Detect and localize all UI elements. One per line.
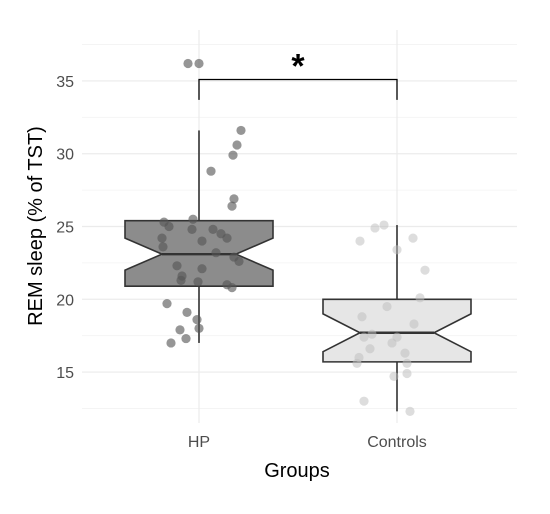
data-point	[359, 396, 369, 406]
data-point	[400, 348, 410, 358]
box-hp	[124, 130, 274, 343]
significance-bracket: *	[198, 47, 398, 100]
data-point	[193, 277, 203, 287]
data-point	[197, 236, 207, 246]
data-point	[232, 140, 242, 150]
data-point	[176, 275, 186, 285]
data-point	[382, 301, 392, 312]
data-point	[187, 224, 197, 235]
y-tick-label: 15	[56, 365, 74, 382]
data-point	[420, 265, 430, 275]
data-point	[236, 125, 246, 136]
data-point	[408, 233, 418, 243]
data-point	[405, 406, 415, 416]
data-point	[192, 315, 202, 325]
y-tick-label: 20	[56, 292, 74, 309]
data-point	[365, 344, 375, 354]
data-point	[157, 233, 167, 243]
data-point	[158, 242, 168, 252]
data-point	[227, 201, 237, 211]
x-axis-tick-labels: HP Controls	[188, 434, 427, 451]
data-point	[379, 220, 389, 230]
data-point	[182, 307, 192, 317]
data-point	[355, 236, 365, 246]
data-point	[359, 332, 369, 342]
data-point	[402, 368, 412, 379]
data-point	[228, 150, 238, 160]
data-point	[389, 371, 399, 382]
data-point	[183, 58, 193, 69]
data-point	[357, 312, 367, 322]
significance-bracket-line	[198, 78, 398, 100]
data-point	[370, 223, 380, 233]
data-point	[162, 299, 172, 309]
y-tick-label: 25	[56, 220, 74, 237]
data-point	[164, 221, 174, 232]
data-point	[211, 248, 221, 258]
y-axis-tick-labels: 15 20 25 30 35	[56, 74, 74, 382]
x-axis-title: Groups	[264, 460, 330, 482]
data-point	[415, 293, 425, 303]
data-point	[172, 261, 182, 271]
y-axis-title: REM sleep (% of TST)	[25, 126, 47, 326]
data-point	[194, 323, 204, 333]
data-points	[157, 58, 430, 416]
y-tick-label: 35	[56, 74, 74, 91]
data-point	[409, 319, 419, 329]
x-tick-label: Controls	[367, 434, 427, 451]
data-point	[352, 358, 362, 368]
data-point	[208, 224, 218, 235]
data-point	[387, 338, 397, 348]
data-point	[229, 194, 239, 204]
data-point	[175, 325, 185, 335]
data-point	[402, 358, 412, 368]
x-tick-label: HP	[188, 434, 210, 451]
data-point	[197, 264, 207, 274]
data-point	[206, 166, 216, 176]
box-body	[322, 298, 472, 363]
data-point	[234, 256, 244, 267]
data-point	[181, 333, 191, 344]
data-point	[194, 58, 204, 69]
data-point	[392, 245, 402, 255]
boxes	[124, 130, 472, 412]
data-point	[222, 233, 232, 243]
data-point	[367, 329, 377, 339]
data-point	[166, 338, 176, 348]
y-tick-label: 30	[56, 147, 74, 164]
data-point	[188, 214, 198, 224]
data-point	[227, 283, 237, 293]
significance-label: *	[291, 47, 305, 85]
